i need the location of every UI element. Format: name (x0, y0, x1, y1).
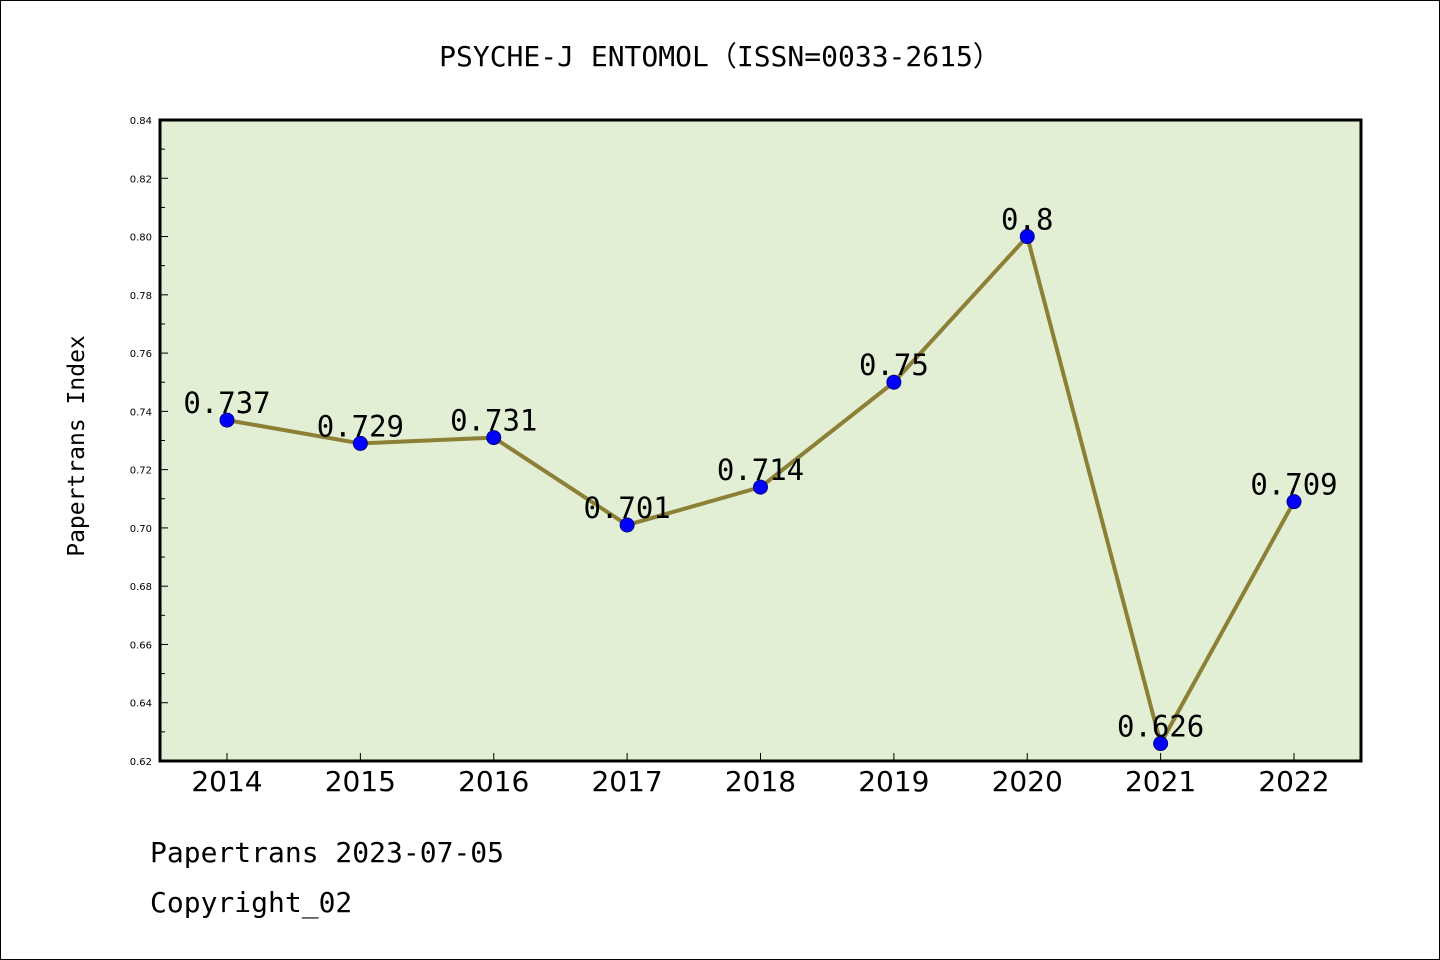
chart-title: PSYCHE-J ENTOMOL（ISSN=0033-2615） (439, 40, 1001, 73)
footer-date-text: Papertrans 2023-07-05 (150, 836, 505, 869)
data-point (886, 374, 902, 390)
data-label: 0.709 (1250, 468, 1337, 502)
y-axis-label: Papertrans Index (64, 335, 90, 557)
data-point (619, 517, 635, 533)
data-point (753, 479, 768, 495)
y-tick-label: 0.64 (130, 699, 152, 710)
data-point (352, 435, 368, 451)
x-tick-label: 2015 (325, 765, 396, 798)
data-labels: 0.737 0.729 0.731 0.701 0.714 0.75 0.8 0.626 0.7… (183, 203, 1337, 744)
y-tick-label: 0.76 (130, 349, 152, 360)
data-label: 0.75 (859, 348, 929, 382)
axis-ticks: 0.620.640.660.680.700.720.740.760.780.80… (130, 116, 1330, 798)
data-label: 0.729 (317, 409, 404, 443)
data-label: 0.737 (183, 386, 270, 420)
y-tick-label: 0.84 (130, 116, 152, 127)
x-tick-label: 2017 (591, 765, 662, 798)
data-point (1153, 736, 1169, 752)
data-point (219, 412, 235, 428)
x-tick-label: 2022 (1258, 765, 1329, 798)
y-tick-label: 0.62 (130, 757, 152, 768)
x-tick-label: 2014 (191, 765, 262, 798)
data-label: 0.8 (1001, 203, 1053, 237)
data-point (1019, 229, 1035, 245)
data-points (219, 229, 1302, 752)
y-tick-label: 0.66 (130, 640, 152, 651)
data-label: 0.626 (1117, 710, 1204, 744)
data-point (1286, 494, 1302, 510)
y-tick-label: 0.80 (130, 233, 152, 244)
data-label: 0.701 (583, 491, 670, 525)
y-tick-label: 0.68 (130, 582, 152, 593)
plot-border (158, 118, 1363, 763)
x-tick-label: 2020 (992, 765, 1063, 798)
data-point (486, 430, 502, 446)
x-tick-label: 2021 (1125, 765, 1196, 798)
footer-copyright-text: Copyright_02 (150, 886, 353, 919)
x-tick-label: 2019 (858, 765, 929, 798)
y-tick-label: 0.72 (130, 466, 152, 477)
x-tick-label: 2016 (458, 765, 529, 798)
y-tick-label: 0.70 (130, 524, 152, 535)
x-tick-label: 2018 (725, 765, 796, 798)
data-label: 0.714 (717, 453, 804, 487)
y-tick-label: 0.78 (130, 291, 152, 302)
data-label: 0.731 (450, 404, 537, 438)
y-tick-label: 0.74 (130, 407, 152, 418)
y-tick-label: 0.82 (130, 174, 152, 185)
